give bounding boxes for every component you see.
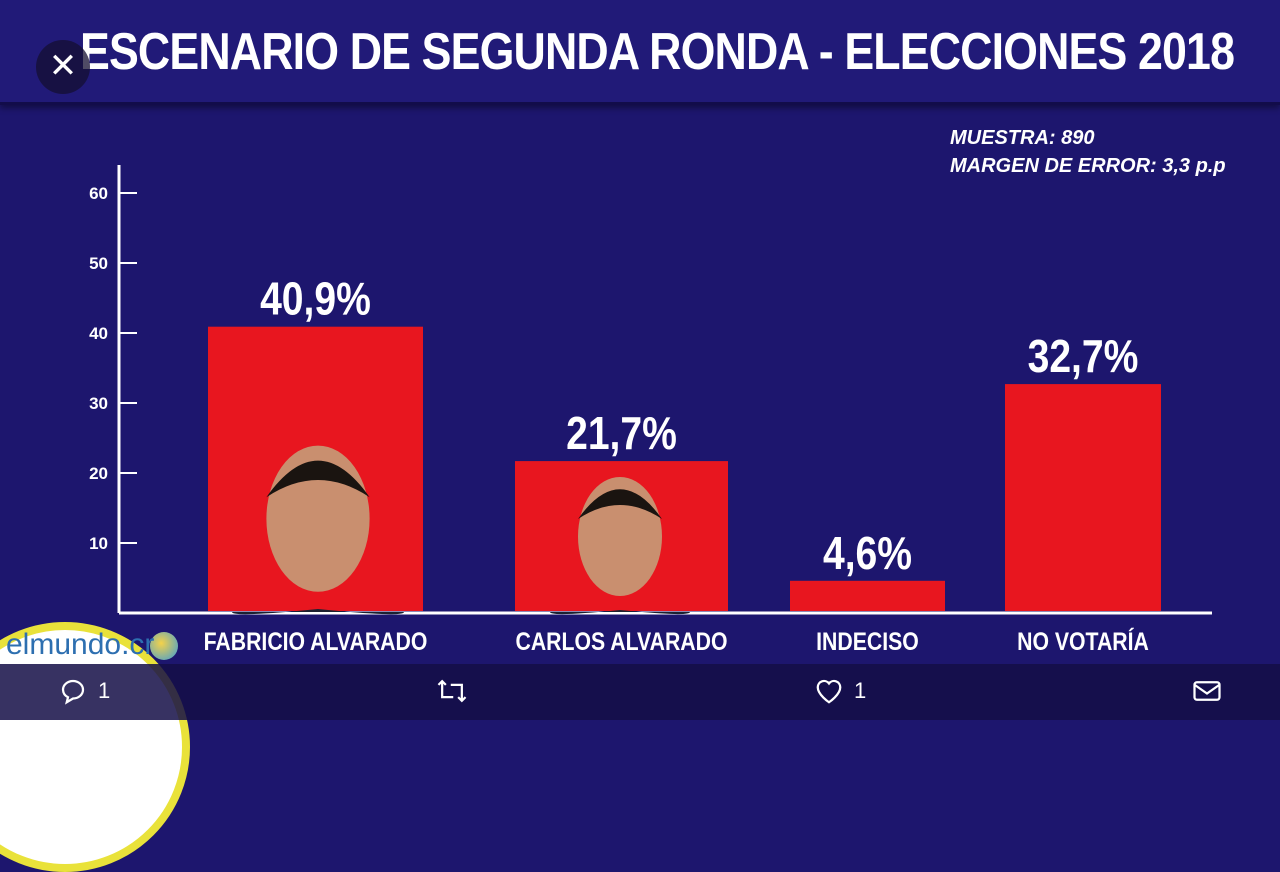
close-icon: ✕ <box>48 47 78 85</box>
reply-count: 1 <box>98 678 111 703</box>
retweet-button[interactable] <box>436 676 468 706</box>
y-tick-label: 50 <box>89 254 108 273</box>
reply-button[interactable]: 1 <box>58 676 110 706</box>
sample-size: MUESTRA: 890 <box>950 127 1095 149</box>
data-label: 4,6% <box>823 528 912 580</box>
title-bar: ESCENARIO DE SEGUNDA RONDA - ELECCIONES … <box>0 0 1280 105</box>
category-label: CARLOS ALVARADO <box>516 627 728 655</box>
category-label: INDECISO <box>816 627 919 655</box>
globe-icon <box>150 632 178 660</box>
heart-icon <box>816 679 842 704</box>
y-tick-label: 60 <box>89 184 108 203</box>
bar-3 <box>790 580 945 611</box>
logo-text: elmundo.cr <box>6 628 155 661</box>
data-label: 21,7% <box>566 408 677 460</box>
candidate-photo-suit <box>232 609 404 615</box>
y-tick-label: 40 <box>89 324 108 343</box>
like-button[interactable]: 1 <box>814 676 866 706</box>
candidate-photo-suit <box>550 610 690 615</box>
bar-4 <box>1005 384 1161 611</box>
y-tick-label: 10 <box>89 534 108 553</box>
retweet-icon <box>437 679 467 703</box>
close-button[interactable]: ✕ <box>36 40 90 94</box>
y-tick-label: 20 <box>89 464 108 483</box>
reply-icon <box>61 679 85 705</box>
tweet-action-bar <box>0 664 1280 720</box>
y-tick-label: 30 <box>89 394 108 413</box>
candidate-photo-hair <box>266 460 370 498</box>
margin-of-error: MARGEN DE ERROR: 3,3 p.p <box>950 155 1226 177</box>
share-button[interactable] <box>1192 676 1222 706</box>
bar-chart: 10 20 30 40 50 60 40,9% FABRICIO ALVARADO 21,7% C… <box>89 165 1212 655</box>
candidate-photo-hair <box>578 489 662 519</box>
like-count: 1 <box>854 678 867 703</box>
category-label: FABRICIO ALVARADO <box>204 627 428 655</box>
category-label: NO VOTARÍA <box>1017 626 1149 655</box>
mail-icon <box>1193 681 1221 701</box>
survey-meta: MUESTRA: 890 MARGEN DE ERROR: 3,3 p.p <box>950 124 1226 180</box>
data-label: 40,9% <box>260 274 371 326</box>
data-label: 32,7% <box>1028 331 1139 383</box>
chart-title: ESCENARIO DE SEGUNDA RONDA - ELECCIONES … <box>80 23 1235 81</box>
